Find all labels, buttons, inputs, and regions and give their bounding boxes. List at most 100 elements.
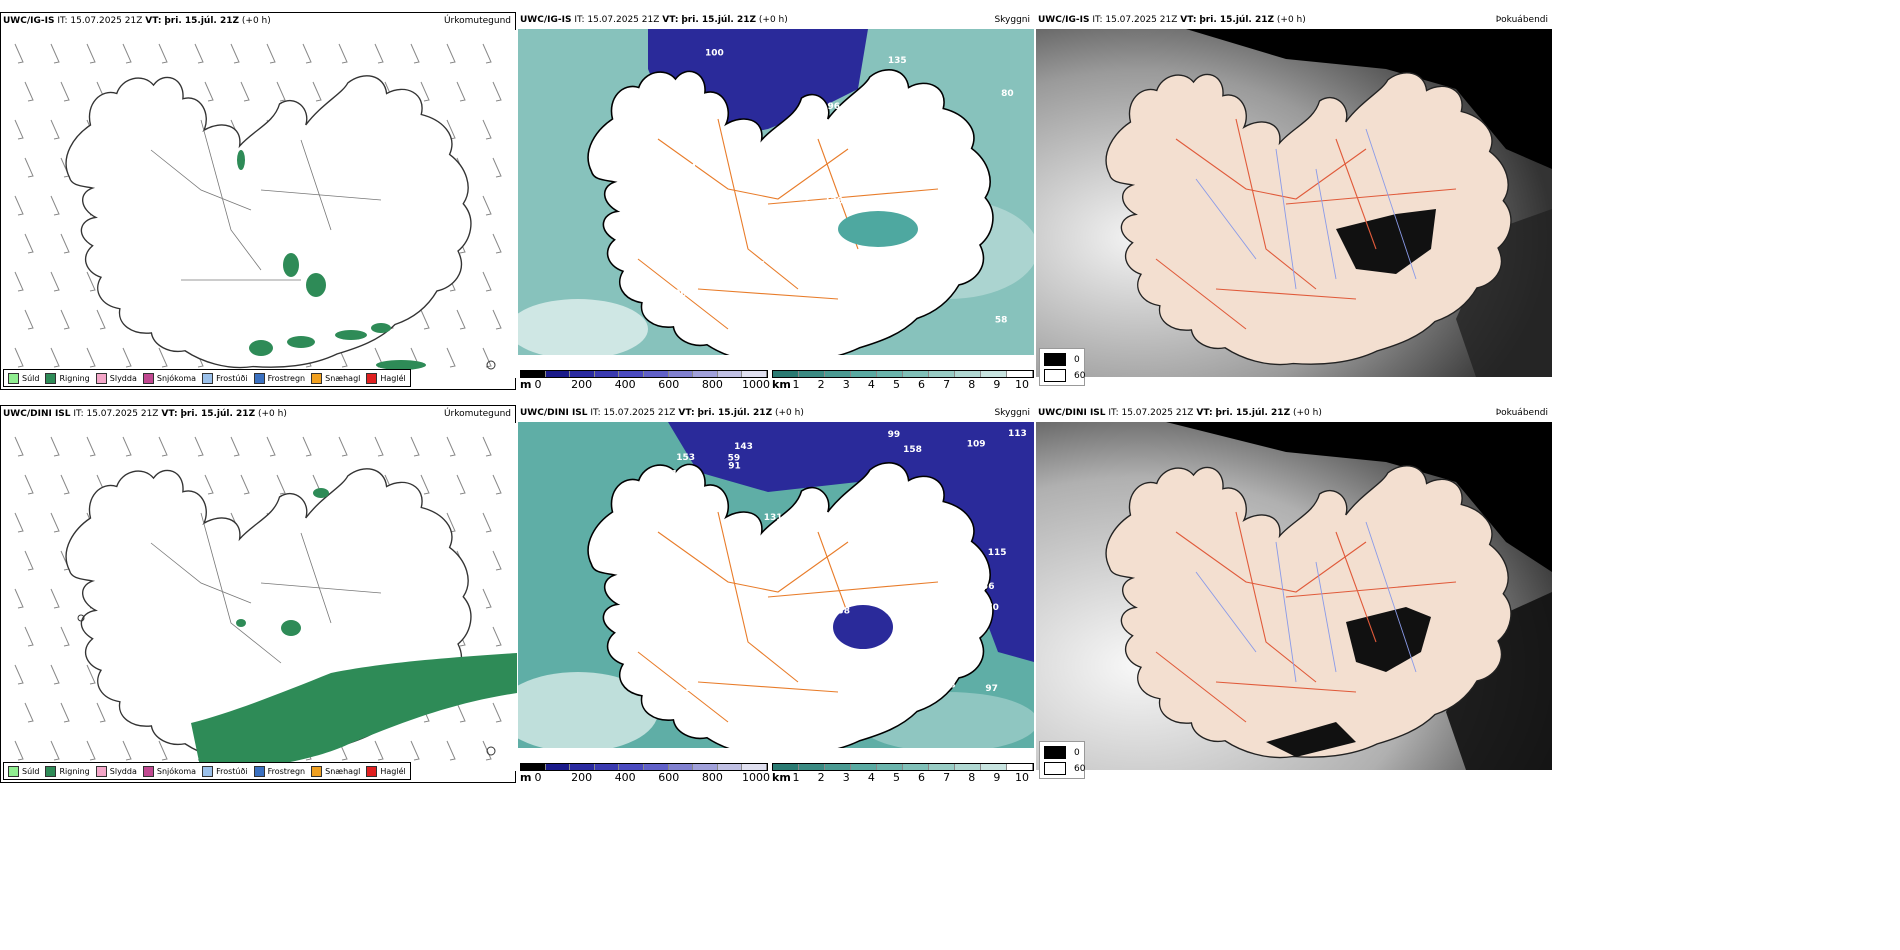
- legend-label: Slydda: [109, 766, 137, 776]
- visibility-value: 106: [668, 289, 687, 299]
- panel-visibility-dini: UWC/DINI ISL IT: 15.07.2025 21Z VT: þri.…: [518, 405, 1034, 784]
- init-time: IT: 15.07.2025 21Z: [590, 408, 676, 418]
- fog-legend-low: 0: [1074, 747, 1080, 758]
- field-name: Þokuábendi: [1495, 408, 1548, 418]
- scale-m-ticks: 0 200 400 600 800 1000: [520, 771, 771, 784]
- lead-offset: (+0 h): [758, 15, 788, 25]
- visibility-value: 50: [678, 578, 691, 588]
- valid-time: þri. 15.júl. 21Z: [180, 409, 256, 419]
- legend-label: Haglél: [380, 766, 406, 776]
- map-precip[interactable]: [1, 30, 517, 378]
- scale-tick: 7: [943, 771, 951, 784]
- legend-label: Súld: [22, 766, 40, 776]
- visibility-value: 270: [893, 115, 912, 125]
- precip-legend-item: Haglél: [366, 765, 406, 777]
- legend-label: Rigning: [59, 373, 90, 383]
- scale-tick: 600: [658, 771, 680, 784]
- legend-swatch: [142, 372, 154, 384]
- precip-legend-item: Slydda: [95, 372, 137, 384]
- valid-time: þri. 15.júl. 21Z: [697, 408, 773, 418]
- scale-tick: 2: [817, 378, 825, 391]
- init-time: IT: 15.07.2025 21Z: [1108, 408, 1194, 418]
- fog-legend-low-swatch: [1044, 353, 1066, 366]
- precip-legend-item: Frostúði: [202, 765, 248, 777]
- scale-tick: 1: [792, 771, 800, 784]
- lead-offset: (+0 h): [257, 409, 287, 419]
- scale-tick: 8: [968, 378, 976, 391]
- visibility-value: 143: [734, 442, 753, 452]
- scale-tick: 200: [571, 771, 593, 784]
- lead-offset: (+0 h): [774, 408, 804, 418]
- scale-tick: 10: [1015, 378, 1029, 391]
- visibility-value: 153: [676, 453, 695, 463]
- visibility-value: 118: [682, 105, 701, 115]
- visibility-value: 97: [985, 684, 998, 694]
- visibility-value: 77: [894, 660, 907, 670]
- scale-tick: 0: [534, 771, 542, 784]
- legend-label: Frostúði: [216, 373, 248, 383]
- scale-tick: 200: [571, 378, 593, 391]
- visibility-value: 158: [903, 445, 922, 455]
- init-time: IT: 15.07.2025 21Z: [1092, 15, 1178, 25]
- precip-legend-item: Snjókoma: [142, 372, 196, 384]
- visibility-value: 129: [851, 175, 870, 185]
- fog-legend: 0 60: [1039, 741, 1085, 779]
- map-visibility[interactable]: 128 118 109 106 111 116 135 96 89 129 100 58 74 80 40 2…: [518, 29, 1034, 355]
- scale-tick: 4: [867, 378, 875, 391]
- precip-legend-item: Frostregn: [253, 372, 306, 384]
- visibility-value: 122: [868, 710, 887, 720]
- legend-label: Frostregn: [267, 373, 306, 383]
- legend-label: Frostúði: [216, 766, 248, 776]
- scale-m-unit: m: [520, 771, 532, 784]
- field-name: Úrkomutegund: [443, 409, 511, 419]
- visibility-value: 161: [684, 684, 703, 694]
- valid-time-label: VT:: [161, 409, 178, 419]
- visibility-value: 89: [893, 80, 906, 90]
- map-fog[interactable]: [1036, 422, 1552, 770]
- scale-tick: 6: [918, 771, 926, 784]
- panel-visibility-igis: UWC/IG-IS IT: 15.07.2025 21Z VT: þri. 15…: [518, 12, 1034, 391]
- visibility-value: 91: [728, 462, 741, 472]
- visibility-scales: m 0 200 400 600 800 1000 km 1 2 3 4 5 6 7 8 9 10: [518, 368, 1034, 391]
- legend-swatch: [311, 372, 323, 384]
- scale-m: m 0 200 400 600 800 1000: [520, 763, 771, 784]
- scale-tick: 10: [1015, 771, 1029, 784]
- visibility-value: 125: [672, 469, 691, 479]
- scale-tick: 800: [701, 771, 723, 784]
- visibility-value: 214: [793, 515, 812, 525]
- lead-offset: (+0 h): [1276, 15, 1306, 25]
- legend-swatch: [45, 372, 57, 384]
- fog-legend-high: 60: [1074, 763, 1086, 774]
- valid-time-label: VT:: [662, 15, 679, 25]
- precip-legend-item: Rigning: [45, 372, 90, 384]
- scale-tick: 9: [993, 378, 1001, 391]
- fog-legend-low-swatch: [1044, 746, 1066, 759]
- visibility-value: 156: [976, 582, 995, 592]
- scale-tick: 3: [842, 771, 850, 784]
- map-precip[interactable]: [1, 423, 517, 771]
- map-fog[interactable]: [1036, 29, 1552, 377]
- visibility-value: 135: [888, 56, 907, 66]
- init-time: IT: 15.07.2025 21Z: [574, 15, 660, 25]
- fog-legend-high-swatch: [1044, 369, 1066, 382]
- visibility-value: 227: [676, 642, 695, 652]
- visibility-value: 137: [846, 692, 865, 702]
- legend-label: Slydda: [109, 373, 137, 383]
- panel-header: UWC/IG-IS IT: 15.07.2025 21Z VT: þri. 15…: [1036, 12, 1552, 29]
- panel-precip-igis: UWC/IG-IS IT: 15.07.2025 21Z VT: þri. 15…: [0, 12, 517, 390]
- visibility-value: 178: [716, 622, 735, 632]
- visibility-value: 74: [684, 163, 697, 173]
- legend-label: Rigning: [59, 766, 90, 776]
- precip-legend-item: Súld: [8, 765, 40, 777]
- visibility-value: 58: [995, 315, 1008, 325]
- model-name: UWC/DINI ISL: [3, 409, 71, 419]
- legend-swatch: [366, 372, 378, 384]
- map-visibility[interactable]: 150 156 161 143 214 138 227 158 131 122 125 87 153 97…: [518, 422, 1034, 748]
- lead-offset: (+0 h): [241, 16, 271, 26]
- lead-offset: (+0 h): [1292, 408, 1322, 418]
- model-name: UWC/DINI ISL: [1038, 408, 1106, 418]
- visibility-value: 82: [807, 101, 820, 111]
- legend-swatch: [253, 765, 265, 777]
- visibility-value: 128: [824, 197, 843, 207]
- scale-tick: 800: [701, 378, 723, 391]
